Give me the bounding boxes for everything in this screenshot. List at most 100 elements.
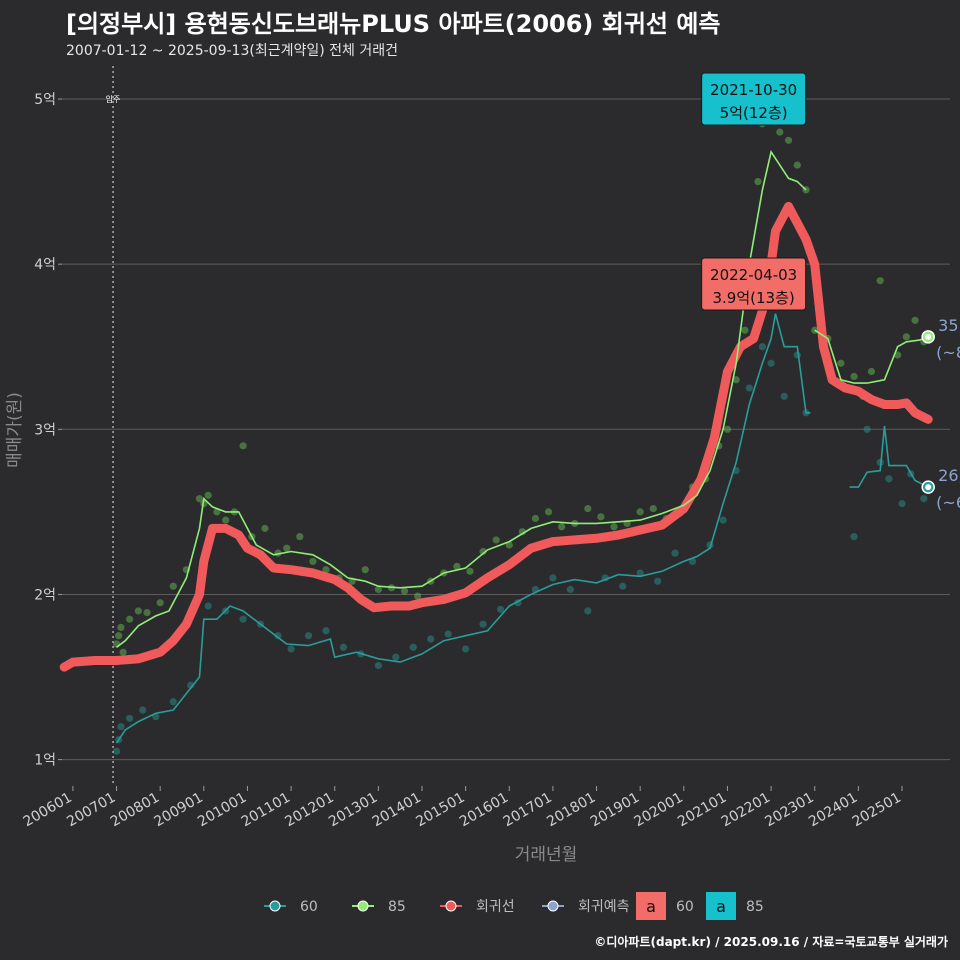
dot-60: [322, 627, 330, 635]
grid: [62, 66, 950, 786]
dot-60: [654, 577, 662, 585]
credit-text: ©디아파트(dapt.kr) / 2025.09.16 / 자료=국토교통부 실…: [594, 935, 948, 949]
dot-60: [112, 747, 121, 755]
dot-60: [427, 635, 435, 643]
legend-box-glyph: a: [716, 897, 726, 916]
dot-85: [636, 508, 644, 516]
dot-85: [741, 326, 749, 334]
dot-85: [119, 648, 127, 656]
dot-60: [758, 343, 766, 351]
dot-60: [767, 359, 775, 367]
dot-60: [374, 661, 382, 670]
x-tick-label: 201001: [195, 790, 249, 831]
x-tick-label: 200901: [152, 790, 206, 831]
dot-60: [496, 605, 505, 613]
dot-85: [195, 495, 204, 503]
dot-85: [723, 425, 732, 433]
legend-label: 85: [388, 899, 406, 915]
callout-box: [701, 72, 807, 126]
dot-85: [296, 533, 304, 541]
dot-85: [400, 587, 409, 595]
dot-85: [902, 333, 910, 341]
x-tick-label: 202301: [762, 790, 816, 831]
legend-label: 60: [300, 899, 318, 915]
dot-60: [863, 425, 871, 433]
x-tick-label: 202101: [675, 790, 729, 831]
dot-85: [479, 547, 487, 556]
dot-60: [719, 516, 727, 524]
x-tick-label: 202201: [719, 790, 773, 831]
dot-60: [204, 602, 212, 610]
annotations: 입주 35,600 (~85㎡) 26,500 (~60㎡) 2021-10-30 5억(1…: [106, 72, 960, 512]
dot-85: [558, 523, 566, 531]
legend-label: 회귀선: [476, 899, 515, 915]
callout-price: 5억(12층): [720, 104, 788, 122]
legend-box-label: 85: [746, 899, 764, 915]
dot-60: [409, 643, 417, 651]
dot-85: [466, 567, 474, 575]
endpoint-value-60: 26,500: [938, 466, 960, 485]
dot-60: [479, 620, 487, 628]
endpoint-area-60: (~60㎡): [936, 493, 960, 512]
x-tick-label: 200601: [21, 790, 75, 831]
x-tick-label: 200701: [64, 790, 118, 831]
dot-60: [898, 500, 906, 508]
dot-85: [204, 491, 212, 499]
dot-85: [309, 557, 317, 566]
dot-85: [134, 607, 142, 615]
dot-85: [239, 442, 247, 450]
y-tick-label: 4억: [34, 257, 56, 273]
dot-60: [462, 645, 470, 653]
dot-60: [339, 643, 348, 651]
series-60-line: [115, 313, 811, 744]
x-tick-label: 201501: [413, 790, 467, 831]
endpoint-core-85: [925, 333, 932, 340]
dot-85: [126, 615, 134, 623]
legend-box-label: 60: [676, 899, 694, 915]
x-tick-label: 201101: [239, 790, 293, 831]
callout-price: 3.9억(13층): [713, 289, 795, 307]
dot-85: [143, 609, 151, 617]
dot-85: [261, 524, 269, 532]
y-tick-label: 5억: [34, 92, 56, 108]
legend-dot: [445, 900, 457, 912]
chart-subtitle: 2007-01-12 ~ 2025-09-13(최근계약일) 전체 거래건: [66, 43, 398, 59]
dot-85: [597, 513, 605, 521]
dot-60: [920, 495, 928, 503]
dot-60: [444, 630, 452, 638]
dot-60: [126, 714, 134, 722]
dot-60: [169, 698, 177, 706]
regression-line: [59, 201, 933, 672]
dot-85: [793, 161, 801, 169]
move-in-label: 입주: [106, 95, 121, 104]
dot-85: [784, 136, 793, 144]
callout-date: 2022-04-03: [710, 266, 797, 284]
dot-85: [492, 536, 500, 544]
series-60-line-recent: [849, 425, 929, 488]
callout-box: [701, 257, 807, 311]
dot-60: [780, 392, 788, 400]
scatter-points: [112, 95, 928, 755]
axes: 1억 2억 3억 4억 5억 200601200701200801200901201001…: [5, 92, 904, 865]
dot-60: [566, 585, 574, 594]
dot-60: [745, 384, 753, 392]
dot-60: [876, 458, 884, 466]
dot-85: [584, 504, 592, 513]
dot-85: [115, 632, 123, 640]
dot-60: [117, 722, 125, 731]
series-85-line-recent: [814, 329, 929, 384]
dot-85: [414, 592, 422, 600]
x-tick-label: 202501: [850, 790, 904, 831]
x-tick-label: 201601: [457, 790, 511, 831]
dot-85: [776, 128, 784, 136]
callout-date: 2021-10-30: [710, 81, 797, 99]
dot-85: [544, 508, 553, 516]
dot-85: [169, 582, 177, 590]
dot-60: [287, 645, 295, 653]
dot-60: [584, 607, 592, 615]
endpoint-area-85: (~85㎡): [936, 343, 960, 362]
legend-box-glyph: a: [646, 897, 656, 916]
x-tick-label: 200801: [108, 790, 162, 831]
dot-85: [361, 566, 369, 574]
x-tick-label: 201801: [544, 790, 598, 831]
